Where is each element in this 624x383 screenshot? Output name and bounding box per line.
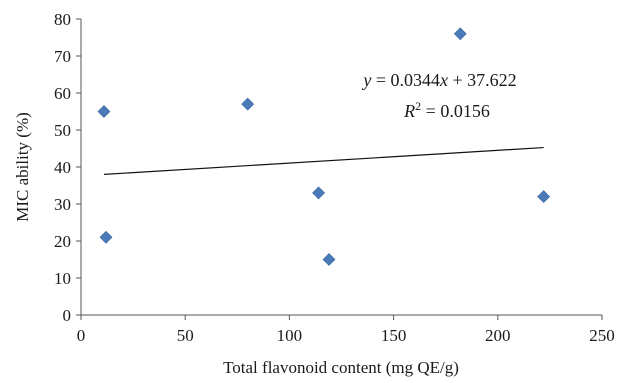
trendline-equation: y = 0.0344x + 37.622 — [361, 70, 516, 90]
data-point — [241, 97, 255, 111]
y-axis: 0 10 20 30 40 50 60 70 80 — [54, 10, 82, 325]
x-tick-label: 150 — [381, 326, 407, 345]
y-tick-label: 60 — [54, 84, 71, 103]
y-tick-label: 20 — [54, 232, 71, 251]
data-point — [97, 105, 111, 118]
data-point — [537, 190, 551, 204]
x-tick-label: 0 — [77, 326, 86, 345]
x-axis-title: Total flavonoid content (mg QE/g) — [223, 358, 459, 377]
data-point — [453, 27, 467, 41]
trendline-r2: R2 = 0.0156 — [403, 99, 490, 121]
trendline — [103, 146, 544, 175]
y-tick-label: 50 — [54, 121, 71, 140]
y-tick-label: 80 — [54, 10, 71, 29]
x-tick-label: 200 — [485, 326, 511, 345]
y-tick-label: 70 — [54, 47, 71, 66]
y-tick-label: 40 — [54, 158, 71, 177]
data-point — [322, 253, 336, 266]
data-point — [312, 186, 326, 200]
y-tick-label: 30 — [54, 195, 71, 214]
y-axis-title: MIC ability (%) — [13, 112, 32, 222]
x-tick-label: 250 — [589, 326, 615, 345]
x-tick-label: 50 — [177, 326, 194, 345]
y-tick-label: 0 — [63, 306, 72, 325]
x-tick-label: 100 — [277, 326, 303, 345]
y-tick-label: 10 — [54, 269, 71, 288]
data-point — [99, 230, 113, 244]
x-axis: 0 50 100 150 200 250 — [77, 314, 615, 345]
